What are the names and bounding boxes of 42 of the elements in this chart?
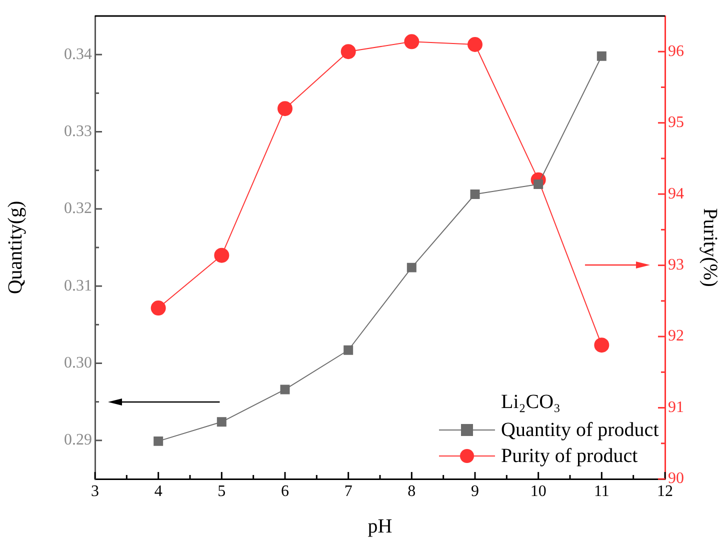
point: [154, 436, 164, 446]
point: [150, 300, 166, 316]
y2-tick-label: 93: [668, 256, 684, 274]
point: [596, 51, 606, 61]
y-tick-label: 0.32: [64, 200, 92, 218]
point: [280, 384, 290, 394]
y-tick-label: 0.30: [64, 354, 92, 372]
legend-label: Quantity of product: [501, 418, 659, 442]
legend-label: Purity of product: [501, 444, 638, 468]
legend-title: Li₂CO₃: [500, 390, 562, 415]
y2-tick-label: 91: [668, 398, 684, 416]
point: [214, 248, 230, 263]
y-tick-label: 0.33: [64, 122, 92, 140]
point: [278, 101, 292, 116]
x-tick-label: 10: [530, 482, 546, 500]
x-tick-label: 9: [471, 482, 479, 500]
point: [404, 34, 420, 50]
y2-tick-label: 95: [668, 114, 684, 132]
y-tick-label: 0.34: [64, 46, 92, 63]
point: [216, 417, 226, 427]
y-tick-label: 0.31: [64, 277, 92, 294]
point: [344, 345, 354, 355]
point: [406, 262, 416, 272]
x-tick-label: 12: [657, 482, 673, 500]
y-tick-label: 0.29: [64, 432, 92, 449]
x-tick-label: 6: [281, 482, 289, 500]
y2-axis-title: Purity(%): [698, 208, 721, 287]
point: [470, 190, 480, 199]
x-tick-label: 3: [91, 482, 99, 500]
y2-tick-label: 94: [668, 185, 684, 202]
y2-tick-label: 96: [668, 42, 684, 60]
y2-tick-label: 92: [668, 328, 684, 345]
point: [340, 44, 356, 60]
x-tick-label: 8: [408, 482, 416, 500]
x-tick-label: 4: [154, 482, 162, 500]
x-tick-label: 11: [594, 482, 610, 500]
x-tick-label: 7: [344, 482, 352, 500]
point: [594, 338, 610, 353]
y-axis-title: Quantity(g): [4, 200, 26, 294]
x-axis-title: pH: [368, 515, 392, 538]
x-tick-label: 5: [218, 482, 226, 500]
point: [468, 36, 482, 52]
